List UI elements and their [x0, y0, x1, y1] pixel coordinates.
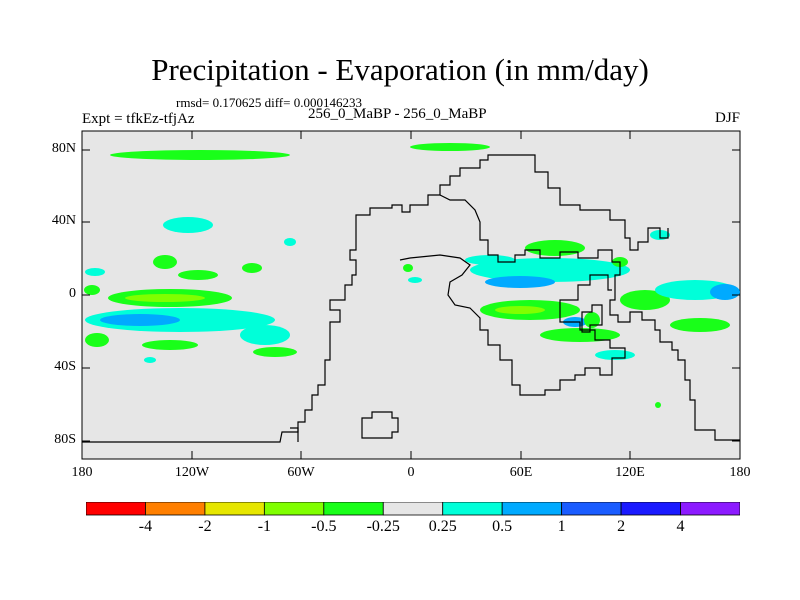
field-blob — [584, 312, 600, 328]
field-blob — [85, 333, 109, 347]
x-tick-label: 180 — [729, 465, 751, 480]
colorbar-label: 0.25 — [428, 518, 457, 535]
field-blob — [540, 328, 620, 342]
x-tick-label: 120W — [174, 465, 210, 480]
field-blob — [85, 268, 105, 276]
field-blob — [670, 318, 730, 332]
colorbar-swatch — [620, 502, 681, 516]
field-blob — [110, 150, 290, 160]
field-blob — [525, 240, 585, 256]
stats-label: rmsd= 0.170625 diff= 0.000146233 — [176, 95, 362, 110]
y-tick-label: 0 — [69, 286, 76, 301]
colorbar-label: 2 — [617, 518, 626, 535]
coastline-gondwana — [399, 254, 626, 396]
y-axis-ticks — [82, 149, 740, 442]
colorbar-label: 1 — [557, 518, 566, 535]
colorbar-label: -0.5 — [311, 518, 337, 535]
colorbar-swatch — [323, 502, 384, 516]
field-blob — [84, 285, 100, 295]
season-label: DJF — [714, 110, 740, 126]
coastline-island — [361, 411, 399, 439]
colorbar-label: -0.25 — [366, 518, 400, 535]
field-blob — [410, 143, 490, 151]
colorbar — [86, 502, 740, 516]
subtitle: 256_0_MaBP - 256_0_MaBP — [308, 106, 487, 122]
field-blob — [163, 217, 213, 233]
field-blob — [465, 255, 515, 265]
colorbar-swatch — [86, 502, 146, 516]
field-blob — [710, 284, 740, 300]
field-blob — [253, 347, 297, 357]
x-tick-label: 0 — [407, 465, 415, 480]
colorbar-swatch — [680, 502, 740, 516]
colorbar-swatch — [145, 502, 206, 516]
field-blob — [655, 402, 661, 408]
colorbar-label: -1 — [257, 518, 272, 535]
colorbar-swatch — [561, 502, 622, 516]
field-blob — [495, 306, 545, 314]
colorbar-swatch — [263, 502, 325, 516]
colorbar-swatch — [442, 502, 503, 516]
field-blob — [240, 325, 290, 345]
field-blob — [620, 290, 670, 310]
field-blob — [284, 238, 296, 246]
x-axis-ticks — [191, 131, 631, 459]
colorbar-swatch — [204, 502, 265, 516]
x-tick-label: 60W — [287, 465, 315, 480]
colorbar-swatch — [382, 502, 444, 516]
coastline-island-3 — [290, 427, 299, 442]
field-blob — [100, 314, 180, 326]
field-blob — [125, 294, 205, 302]
field-blob — [408, 277, 422, 283]
colorbar-label: -4 — [138, 518, 153, 535]
x-tick-label: 120E — [615, 465, 645, 480]
continent-outlines — [82, 154, 740, 443]
coastline-tethys-north — [439, 194, 740, 441]
colorbar-swatch — [501, 502, 563, 516]
field-blob — [485, 276, 555, 288]
field-blob — [153, 255, 177, 269]
y-tick-label: 80N — [51, 141, 76, 156]
field-blob — [144, 357, 156, 363]
field-blob — [242, 263, 262, 273]
colorbar-label: -2 — [198, 518, 212, 535]
x-tick-label: 180 — [71, 465, 93, 480]
experiment-label: Expt = tfkEz-tfjAz — [82, 111, 195, 127]
field-blob — [142, 340, 198, 350]
colorbar-label: 4 — [676, 518, 685, 535]
y-tick-label: 80S — [54, 432, 76, 447]
y-tick-label: 40S — [54, 359, 76, 374]
field-blob — [178, 270, 218, 280]
coastline-pangea — [82, 154, 669, 443]
x-tick-label: 60E — [509, 465, 533, 480]
y-tick-label: 40N — [51, 213, 76, 228]
chart-title: Precipitation - Evaporation (in mm/day) — [151, 52, 649, 87]
coastline-island-2 — [581, 304, 603, 333]
colorbar-label: 0.5 — [492, 518, 513, 535]
field-blob — [403, 264, 413, 272]
